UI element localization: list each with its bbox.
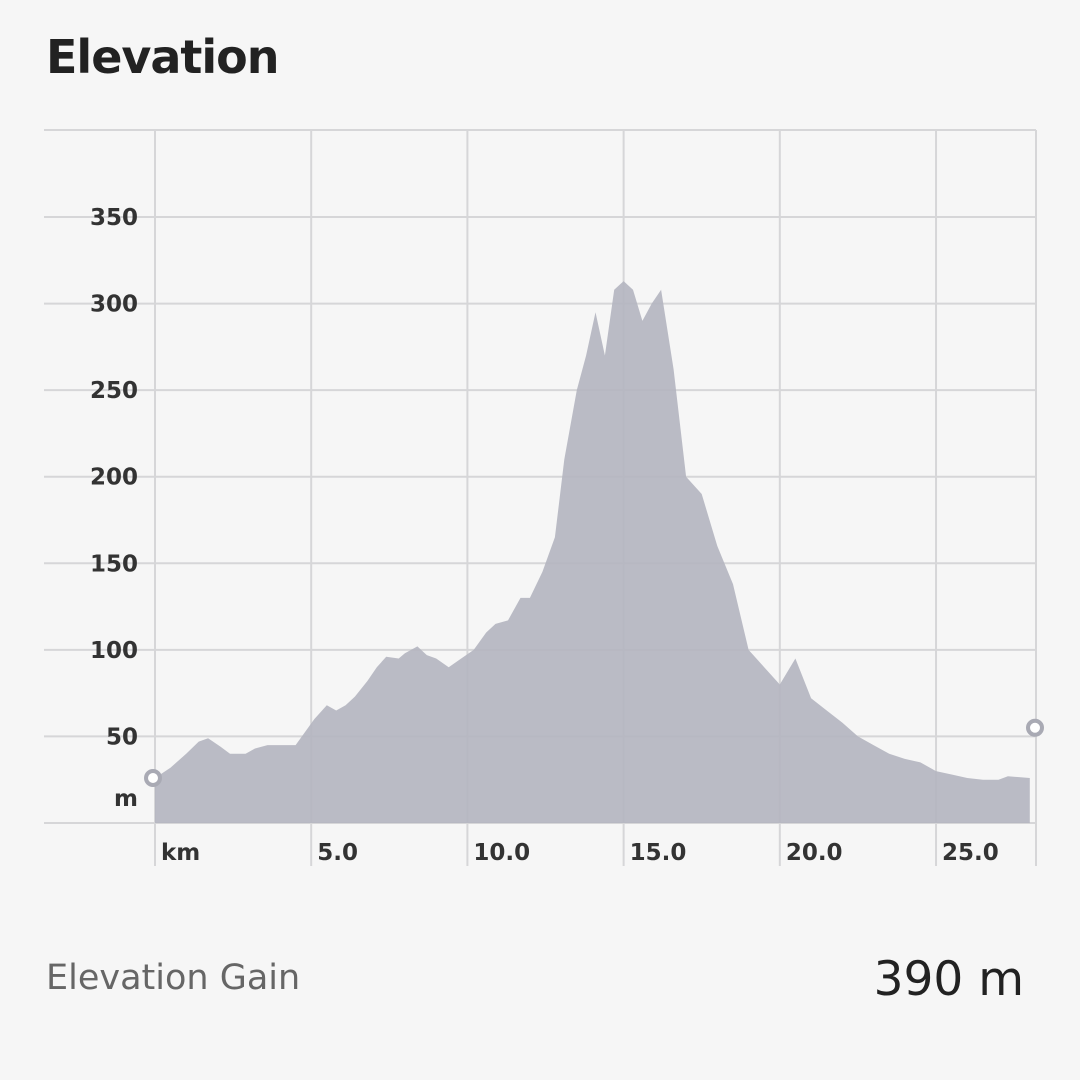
end-marker bbox=[1026, 718, 1044, 737]
elevation-gain-value: 390 m bbox=[873, 952, 1024, 1007]
x-tick-label: 25.0 bbox=[942, 840, 999, 866]
page-title: Elevation bbox=[46, 30, 280, 84]
x-tick-label: 10.0 bbox=[473, 840, 530, 866]
y-tick-label: 300 bbox=[90, 292, 138, 318]
x-tick-label: 15.0 bbox=[630, 840, 687, 866]
y-tick-label: 100 bbox=[90, 638, 138, 664]
axis-ticks: 50 100 150 200 250 300 350 m km 5.0 10.0 15.0 20.0 25… bbox=[90, 205, 999, 866]
y-tick-label: 50 bbox=[106, 724, 138, 750]
x-tick-label: 5.0 bbox=[317, 840, 358, 866]
elevation-gain-label: Elevation Gain bbox=[46, 958, 301, 998]
elevation-area bbox=[155, 281, 1030, 824]
x-tick-label: 20.0 bbox=[786, 840, 843, 866]
x-axis-unit: km bbox=[161, 840, 200, 866]
y-tick-label: 200 bbox=[90, 465, 138, 491]
endpoint-markers bbox=[144, 718, 1044, 787]
y-tick-label: 150 bbox=[90, 551, 138, 577]
y-axis-unit: m bbox=[114, 786, 138, 812]
y-tick-label: 250 bbox=[90, 378, 138, 404]
start-marker bbox=[144, 768, 162, 787]
y-tick-label: 350 bbox=[90, 205, 138, 231]
